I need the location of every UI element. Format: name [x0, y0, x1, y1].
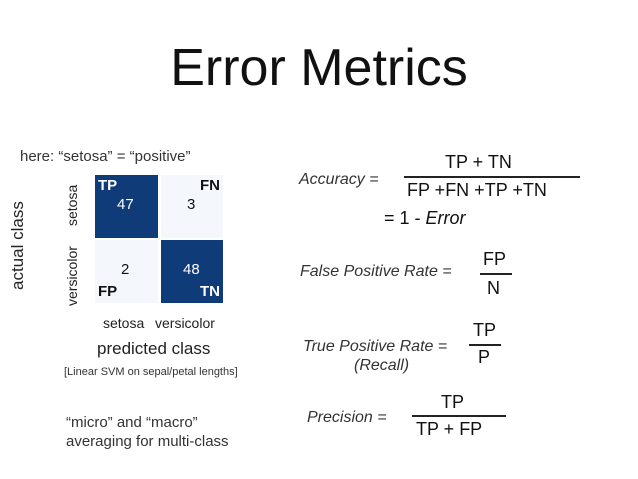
y-tick-versicolor: versicolor — [64, 246, 80, 306]
cell-value: 2 — [121, 261, 130, 278]
cell-tag: TN — [200, 283, 220, 300]
cell-false-positive: FP 2 — [95, 240, 158, 303]
fpr-label: False Positive Rate = — [300, 263, 452, 280]
y-tick-setosa: setosa — [64, 184, 80, 226]
accuracy-alt: = 1 - Error — [384, 208, 466, 229]
cell-value: 3 — [187, 196, 196, 213]
tpr-denominator: P — [478, 347, 491, 367]
fpr-numerator: FP — [483, 249, 507, 269]
accuracy-numerator: TP + TN — [445, 152, 512, 172]
cell-true-negative: TN 48 — [161, 240, 223, 303]
x-tick-versicolor: versicolor — [155, 315, 215, 331]
slide-title: Error Metrics — [170, 39, 468, 97]
fpr-denominator: N — [487, 278, 500, 298]
cell-tag: TP — [98, 177, 118, 194]
precision-fraction-bar — [412, 415, 506, 417]
svm-note: [Linear SVM on sepal/petal lengths] — [64, 366, 238, 378]
accuracy-denominator: FP +FN +TP +TN — [407, 180, 547, 200]
precision-denominator: TP + FP — [416, 419, 483, 439]
cell-value: 48 — [183, 261, 200, 278]
y-axis-title: actual class — [8, 201, 27, 290]
x-tick-setosa: setosa — [103, 315, 145, 331]
averaging-note-line2: averaging for multi-class — [66, 433, 229, 450]
averaging-note-line1: “micro” and “macro” — [66, 414, 198, 431]
tpr-numerator: TP — [473, 320, 497, 340]
accuracy-alt-term: Error — [425, 208, 466, 228]
tpr-label: True Positive Rate = — [303, 338, 448, 355]
accuracy-alt-prefix: = 1 - — [384, 208, 426, 228]
precision-label: Precision = — [307, 409, 387, 426]
accuracy-label: Accuracy = — [299, 171, 379, 188]
fpr-fraction-bar — [480, 273, 512, 275]
precision-numerator: TP — [441, 392, 465, 412]
x-axis-title: predicted class — [97, 339, 211, 358]
positive-class-note: here: “setosa” = “positive” — [20, 148, 191, 165]
cell-tag: FN — [200, 177, 220, 194]
cell-value: 47 — [117, 196, 134, 213]
cell-false-negative: FN 3 — [161, 175, 223, 238]
tpr-fraction-bar — [469, 344, 501, 346]
accuracy-fraction-bar — [404, 176, 580, 178]
tpr-sublabel: (Recall) — [354, 357, 410, 374]
cell-tag: FP — [98, 283, 118, 300]
